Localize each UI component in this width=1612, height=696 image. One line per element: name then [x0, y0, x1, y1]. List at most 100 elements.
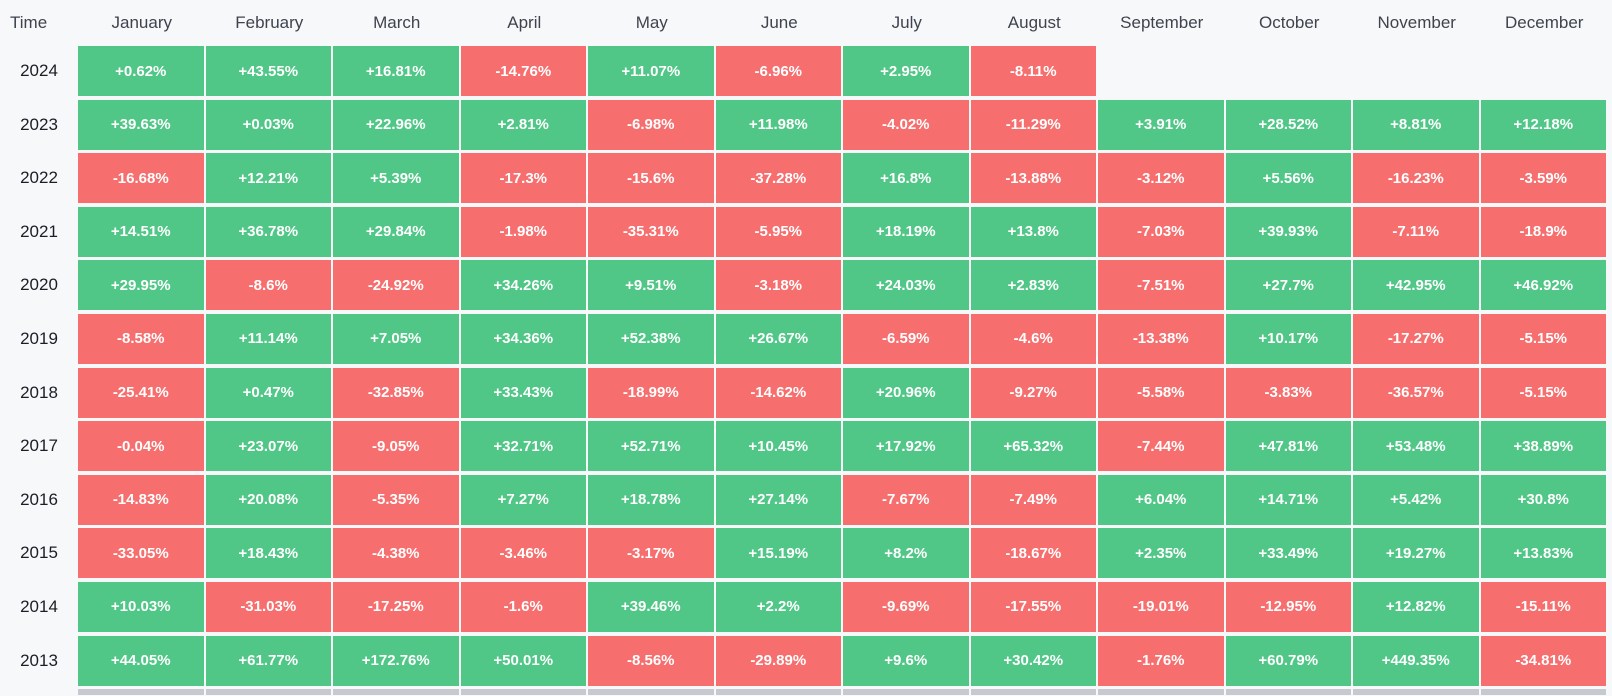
cell-2023-february: +0.03%: [205, 99, 331, 150]
cell-2020-december: +46.92%: [1480, 260, 1606, 311]
cell-2024-march: +16.81%: [333, 46, 459, 96]
cell-2021-may: -35.31%: [588, 206, 714, 257]
month-header-october: October: [1259, 13, 1320, 32]
cell-2018-january: -25.41%: [78, 367, 204, 418]
month-header-march: March: [373, 13, 421, 32]
month-header-september: September: [1120, 13, 1204, 32]
cell-2022-february: +12.21%: [205, 153, 331, 204]
table-row-2016: 2016 -14.83% +20.08% -5.35% +7.27% +18.78% +27…: [0, 474, 1612, 525]
month-header-august: August: [1007, 13, 1061, 32]
cell-2015-january: -33.05%: [78, 528, 204, 579]
cell-2019-november: -17.27%: [1353, 313, 1479, 364]
cell-2016-october: +14.71%: [1225, 474, 1351, 525]
cell-2013-april: +50.01%: [460, 635, 586, 686]
cell-2024-november: [1353, 46, 1479, 96]
cell-2021-june: -5.95%: [715, 206, 841, 257]
cell-2014-july: -9.69%: [843, 581, 969, 632]
table-row-2018: 2018 -25.41% +0.47% -32.85% +33.43% -18.99% -1…: [0, 367, 1612, 418]
cell-2022-december: -3.59%: [1480, 153, 1606, 204]
cell-2023-july: -4.02%: [843, 99, 969, 150]
cell-2017-october: +47.81%: [1225, 421, 1351, 472]
cell-2014-march: -17.25%: [333, 581, 459, 632]
cell-2014-february: -31.03%: [205, 581, 331, 632]
month-header-november: November: [1377, 13, 1456, 32]
cell-2023-december: +12.18%: [1480, 99, 1606, 150]
cell-2024-september: [1098, 46, 1224, 96]
cell-2016-january: -14.83%: [78, 474, 204, 525]
cell-2022-october: +5.56%: [1225, 153, 1351, 204]
cell-2016-february: +20.08%: [205, 474, 331, 525]
cell-2016-november: +5.42%: [1353, 474, 1479, 525]
cell-2021-august: +13.8%: [970, 206, 1096, 257]
cell-2021-january: +14.51%: [78, 206, 204, 257]
clipped-cell: [715, 689, 841, 696]
cell-2023-september: +3.91%: [1098, 99, 1224, 150]
cell-2021-march: +29.84%: [333, 206, 459, 257]
cell-2022-august: -13.88%: [970, 153, 1096, 204]
cell-2017-may: +52.71%: [588, 421, 714, 472]
year-label: 2018: [20, 382, 58, 402]
cell-2024-april: -14.76%: [460, 46, 586, 96]
cell-2015-december: +13.83%: [1480, 528, 1606, 579]
cell-2022-june: -37.28%: [715, 153, 841, 204]
cell-2021-july: +18.19%: [843, 206, 969, 257]
cell-2021-february: +36.78%: [205, 206, 331, 257]
cell-2019-september: -13.38%: [1098, 313, 1224, 364]
cell-2013-may: -8.56%: [588, 635, 714, 686]
cell-2019-october: +10.17%: [1225, 313, 1351, 364]
cell-2016-august: -7.49%: [970, 474, 1096, 525]
cell-2023-october: +28.52%: [1225, 99, 1351, 150]
clipped-cell: [205, 689, 331, 696]
year-label: 2015: [20, 543, 58, 563]
year-label: 2013: [20, 650, 58, 670]
cell-2017-january: -0.04%: [78, 421, 204, 472]
cell-2023-november: +8.81%: [1353, 99, 1479, 150]
clipped-cell: [1480, 689, 1606, 696]
clipped-next-row: [0, 689, 1612, 696]
cell-2013-february: +61.77%: [205, 635, 331, 686]
cell-2020-march: -24.92%: [333, 260, 459, 311]
year-label: 2020: [20, 275, 58, 295]
cell-2015-april: -3.46%: [460, 528, 586, 579]
cell-2015-july: +8.2%: [843, 528, 969, 579]
cell-2017-february: +23.07%: [205, 421, 331, 472]
cell-2015-october: +33.49%: [1225, 528, 1351, 579]
cell-2013-june: -29.89%: [715, 635, 841, 686]
cell-2014-december: -15.11%: [1480, 581, 1606, 632]
cell-2019-july: -6.59%: [843, 313, 969, 364]
table-row-2013: 2013 +44.05% +61.77% +172.76% +50.01% -8.56% -…: [0, 635, 1612, 686]
clipped-cell: [78, 689, 204, 696]
cell-2016-december: +30.8%: [1480, 474, 1606, 525]
table-row-2020: 2020 +29.95% -8.6% -24.92% +34.26% +9.51% -3.1…: [0, 260, 1612, 311]
cell-2014-october: -12.95%: [1225, 581, 1351, 632]
cell-2015-june: +15.19%: [715, 528, 841, 579]
cell-2016-september: +6.04%: [1098, 474, 1224, 525]
cell-2019-february: +11.14%: [205, 313, 331, 364]
cell-2016-march: -5.35%: [333, 474, 459, 525]
cell-2013-september: -1.76%: [1098, 635, 1224, 686]
cell-2018-february: +0.47%: [205, 367, 331, 418]
cell-2017-march: -9.05%: [333, 421, 459, 472]
cell-2020-june: -3.18%: [715, 260, 841, 311]
cell-2015-september: +2.35%: [1098, 528, 1224, 579]
cell-2018-december: -5.15%: [1480, 367, 1606, 418]
cell-2017-june: +10.45%: [715, 421, 841, 472]
clipped-cell: [460, 689, 586, 696]
cell-2021-december: -18.9%: [1480, 206, 1606, 257]
cell-2022-january: -16.68%: [78, 153, 204, 204]
table-body: 2024 +0.62% +43.55% +16.81% -14.76% +11.07% -6…: [0, 46, 1612, 686]
cell-2018-october: -3.83%: [1225, 367, 1351, 418]
cell-2014-june: +2.2%: [715, 581, 841, 632]
cell-2019-march: +7.05%: [333, 313, 459, 364]
cell-2022-september: -3.12%: [1098, 153, 1224, 204]
table-row-2019: 2019 -8.58% +11.14% +7.05% +34.36% +52.38% +26…: [0, 313, 1612, 364]
cell-2014-january: +10.03%: [78, 581, 204, 632]
cell-2014-april: -1.6%: [460, 581, 586, 632]
month-header-january: January: [111, 13, 172, 32]
month-header-april: April: [507, 13, 542, 32]
cell-2022-may: -15.6%: [588, 153, 714, 204]
table-header-row: Time January February March April May June Jul…: [0, 0, 1612, 46]
cell-2024-august: -8.11%: [970, 46, 1096, 96]
cell-2023-june: +11.98%: [715, 99, 841, 150]
